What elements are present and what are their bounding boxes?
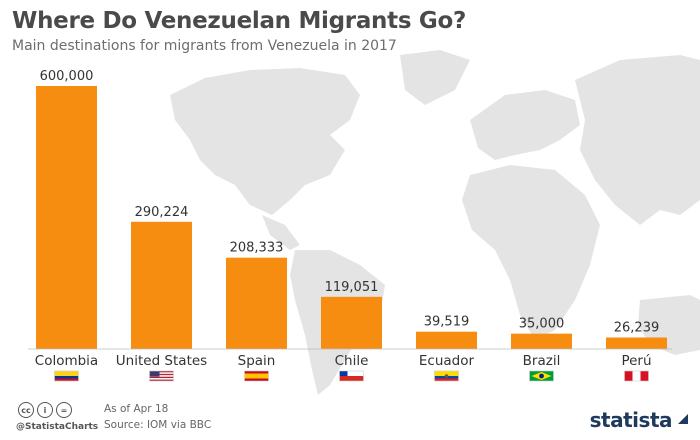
colombia-flag [54, 370, 79, 382]
category-label: Spain [238, 353, 276, 369]
statista-logo-mark-icon [678, 414, 688, 424]
data-label: 39,519 [424, 315, 470, 330]
footer: cc i = @StatistaCharts As of Apr 18 Sour… [0, 398, 700, 440]
bar [226, 257, 287, 349]
data-label: 35,000 [519, 317, 565, 332]
ecuador-flag [434, 370, 459, 382]
twitter-handle[interactable]: @StatistaCharts [16, 422, 99, 432]
cc-icon[interactable]: cc [18, 402, 34, 418]
source-note[interactable]: Source: IOM via BBC [104, 419, 212, 431]
category-label: United States [116, 353, 207, 369]
chile-flag [339, 370, 364, 382]
bar-chart: 600,000 Colombia 290,224 United States 208,3… [28, 69, 672, 382]
category-label: Chile [335, 353, 369, 369]
category-label: Brazil [523, 353, 561, 369]
bar [511, 333, 572, 349]
bar [321, 296, 382, 349]
brazil-flag [529, 370, 554, 382]
peru-flag [624, 370, 649, 382]
data-label: 290,224 [135, 205, 189, 220]
statista-logo[interactable]: statista [589, 408, 673, 432]
nd-icon[interactable]: = [56, 402, 72, 418]
chart-subtitle: Main destinations for migrants from Vene… [12, 38, 397, 54]
data-label: 208,333 [230, 241, 284, 256]
chart-header: Where Do Venezuelan Migrants Go? Main de… [12, 8, 466, 54]
data-label: 119,051 [325, 280, 379, 295]
bar [131, 221, 192, 349]
data-label: 26,239 [614, 320, 660, 335]
by-icon[interactable]: i [37, 402, 53, 418]
spain-flag [244, 370, 269, 382]
usa-flag [149, 370, 174, 382]
category-label: Colombia [35, 353, 98, 369]
license-icons: cc i = [18, 402, 72, 418]
category-label: Ecuador [419, 353, 475, 369]
bar [606, 337, 667, 349]
as-of-note: As of Apr 18 [104, 403, 169, 415]
chart-title: Where Do Venezuelan Migrants Go? [12, 8, 467, 34]
bar [416, 331, 477, 349]
data-label: 600,000 [40, 69, 94, 84]
bar [36, 86, 97, 349]
category-label: Perú [621, 353, 651, 369]
